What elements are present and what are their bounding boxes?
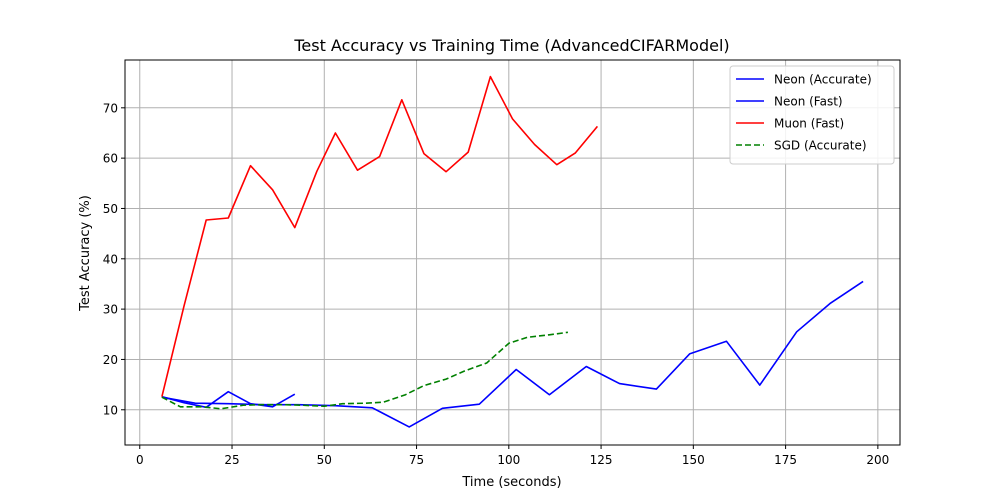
y-tick-label: 50 bbox=[103, 202, 118, 216]
chart-title: Test Accuracy vs Training Time (Advanced… bbox=[293, 36, 729, 55]
x-tick-label: 25 bbox=[224, 453, 239, 467]
y-tick-label: 30 bbox=[103, 303, 118, 317]
series-line-neon-fast bbox=[161, 390, 296, 409]
x-tick-label: 125 bbox=[590, 453, 613, 467]
legend: Neon (Accurate) Neon (Fast) Muon (Fast) SGD… bbox=[729, 65, 895, 165]
series-line-sgd-accurate bbox=[161, 331, 569, 410]
legend-label: Muon (Fast) bbox=[774, 117, 844, 131]
x-axis-label: Time (seconds) bbox=[461, 475, 561, 490]
y-tick-label: 70 bbox=[103, 101, 118, 115]
y-tick-label: 40 bbox=[103, 252, 118, 266]
y-axis-label: Test Accuracy (%) bbox=[78, 195, 93, 312]
x-tick-label: 50 bbox=[317, 453, 332, 467]
x-tick-label: 0 bbox=[136, 453, 144, 467]
series-line-neon-accurate bbox=[161, 280, 864, 428]
legend-label: Neon (Accurate) bbox=[774, 73, 872, 87]
y-tick-label: 10 bbox=[103, 403, 118, 417]
x-tick-label: 100 bbox=[497, 453, 520, 467]
grid bbox=[125, 60, 900, 445]
legend-label: SGD (Accurate) bbox=[774, 139, 867, 153]
axis-ticks: 0 25 50 75 100 125 150 175 200 10 20 30 40 50 60 70 bbox=[103, 101, 890, 467]
y-tick-label: 60 bbox=[103, 152, 118, 166]
legend-box bbox=[729, 65, 895, 165]
x-tick-label: 150 bbox=[682, 453, 705, 467]
plot-lines bbox=[161, 75, 864, 428]
series-line-muon-fast bbox=[161, 75, 599, 397]
y-tick-label: 20 bbox=[103, 353, 118, 367]
x-tick-label: 175 bbox=[774, 453, 797, 467]
x-tick-label: 75 bbox=[409, 453, 424, 467]
x-tick-label: 200 bbox=[866, 453, 889, 467]
legend-label: Neon (Fast) bbox=[774, 95, 843, 109]
plot-area-frame bbox=[124, 59, 901, 446]
